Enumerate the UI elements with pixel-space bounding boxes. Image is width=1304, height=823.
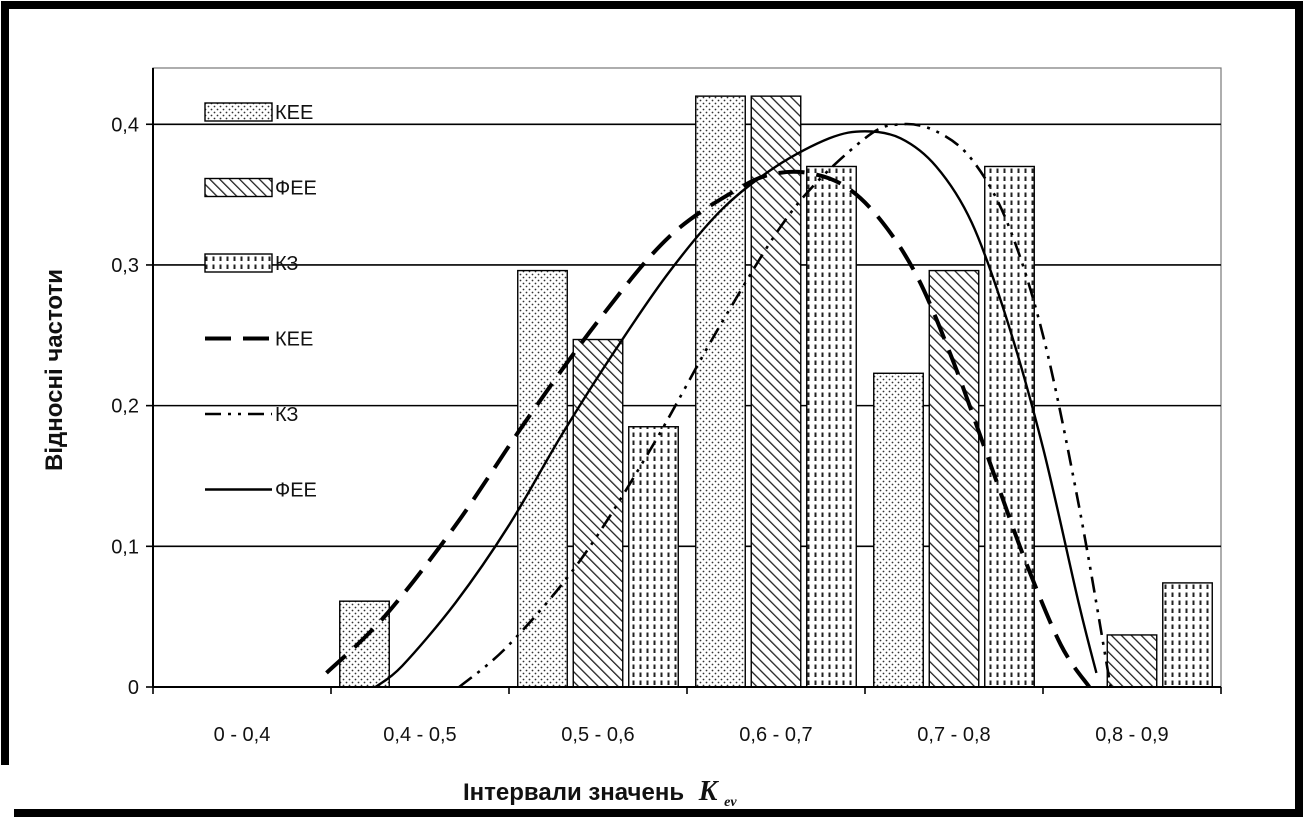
y-tick-label: 0,4 [111,114,139,136]
legend-label: КЕЕ [275,329,313,351]
y-axis-title: Відносні частоти [41,269,68,471]
bar [1162,582,1213,688]
x-axis-title-text: Інтервали значень [463,779,684,806]
axes: 0 0,1 0,2 0,3 0,4 0 - 0,4 0,4 - 0,5 0,5 - 0,6 0,… [111,68,1222,746]
fitted-curves [325,122,1112,689]
bar [873,372,924,688]
legend-swatch [204,102,273,122]
bar [517,269,568,688]
bar [628,426,679,688]
x-axis-title-symbol: K [698,776,720,807]
x-axis-title-subscript: ev [724,795,737,810]
bar [750,95,802,688]
x-axis-title: Інтервали значень K ev [463,776,737,810]
bar [339,600,390,688]
legend-label: КЗ [275,404,299,426]
legend: КЕЕ ФЕЕ КЗ КЕЕ КЗ ФЕЕ [204,102,317,502]
legend-label: КЗ [275,253,299,275]
curve-dash-dot-dot [458,122,1112,688]
y-tick-label: 0,2 [111,396,139,418]
bar [572,338,624,688]
bar [806,165,857,688]
x-tick-label: 0 - 0,4 [214,724,271,746]
bar [695,95,746,688]
y-tick-label: 0,3 [111,255,139,277]
x-tick-label: 0,6 - 0,7 [739,724,812,746]
legend-swatch [204,253,273,273]
legend-label: ФЕЕ [275,480,317,502]
y-tick-label: 0 [128,677,139,699]
x-tick-label: 0,5 - 0,6 [561,724,634,746]
bar [1106,634,1158,688]
curve-solid [374,130,1098,688]
curve-long-dash [325,169,1091,689]
bars [339,95,1213,688]
x-tick-label: 0,7 - 0,8 [917,724,990,746]
bar [984,165,1035,688]
legend-label: ФЕЕ [275,178,317,200]
legend-label: КЕЕ [275,102,313,124]
bar [928,269,980,688]
frame-bottom-gap [0,765,14,818]
legend-swatch [204,177,273,198]
x-tick-label: 0,4 - 0,5 [383,724,456,746]
y-tick-label: 0,1 [111,536,139,558]
x-tick-label: 0,8 - 0,9 [1095,724,1168,746]
